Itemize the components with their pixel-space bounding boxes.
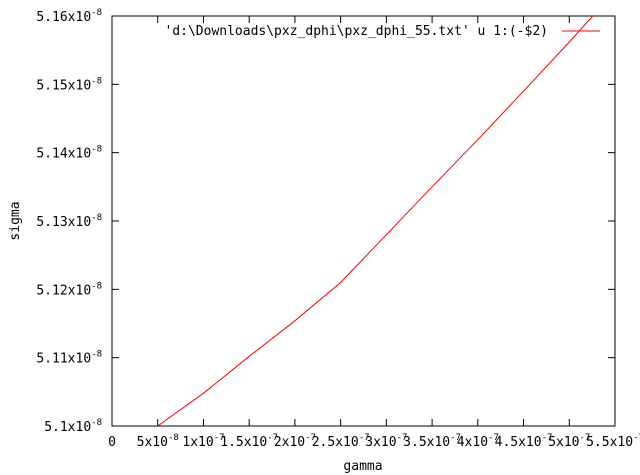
x-tick-label: 2x10-7 xyxy=(274,433,316,450)
y-tick-label: 5.16x10-8 xyxy=(36,8,102,25)
y-tick-label: 5.13x10-8 xyxy=(36,213,102,230)
legend-label: 'd:\Downloads\pxz_dphi\pxz_dphi_55.txt' … xyxy=(164,24,548,39)
x-axis: 0 5x10-8 1x10-71.5x10-72x10-72.5x10-73x10-… xyxy=(108,16,640,450)
x-tick-label: 1x10-7 xyxy=(182,433,224,450)
series-line xyxy=(157,16,594,426)
y-tick-label: 5.15x10-8 xyxy=(36,76,102,93)
x-tick-label: 1.5x10-7 xyxy=(220,433,278,450)
x-tick-label: 5x10-8 xyxy=(137,433,179,450)
y-tick-label: 5.1x10-8 xyxy=(44,418,102,435)
y-axis-label: sigma xyxy=(8,201,23,240)
series-layer xyxy=(157,16,594,426)
plot-frame xyxy=(111,15,616,427)
x-tick-label: 2.5x10-7 xyxy=(312,433,370,450)
x-tick-label: 5x10-7 xyxy=(548,433,590,450)
x-axis-label: gamma xyxy=(343,459,382,474)
x-tick-label: 5.5x10-7 xyxy=(586,433,640,450)
y-tick-label: 5.14x10-8 xyxy=(36,145,102,162)
y-tick-label: 5.12x10-8 xyxy=(36,281,102,298)
x-tick-label: 4.5x10-7 xyxy=(495,433,553,450)
x-tick-label: 0 xyxy=(108,435,116,450)
x-tick-label: 3x10-7 xyxy=(365,433,407,450)
x-tick-label: 3.5x10-7 xyxy=(403,433,461,450)
y-tick-label: 5.11x10-8 xyxy=(36,350,102,367)
x-tick-label: 4x10-7 xyxy=(457,433,499,450)
y-axis: 5.1x10-8 5.11x10-8 5.12x10-8 5.13x10-8 5.14x… xyxy=(36,8,615,435)
legend: 'd:\Downloads\pxz_dphi\pxz_dphi_55.txt' … xyxy=(164,24,600,39)
